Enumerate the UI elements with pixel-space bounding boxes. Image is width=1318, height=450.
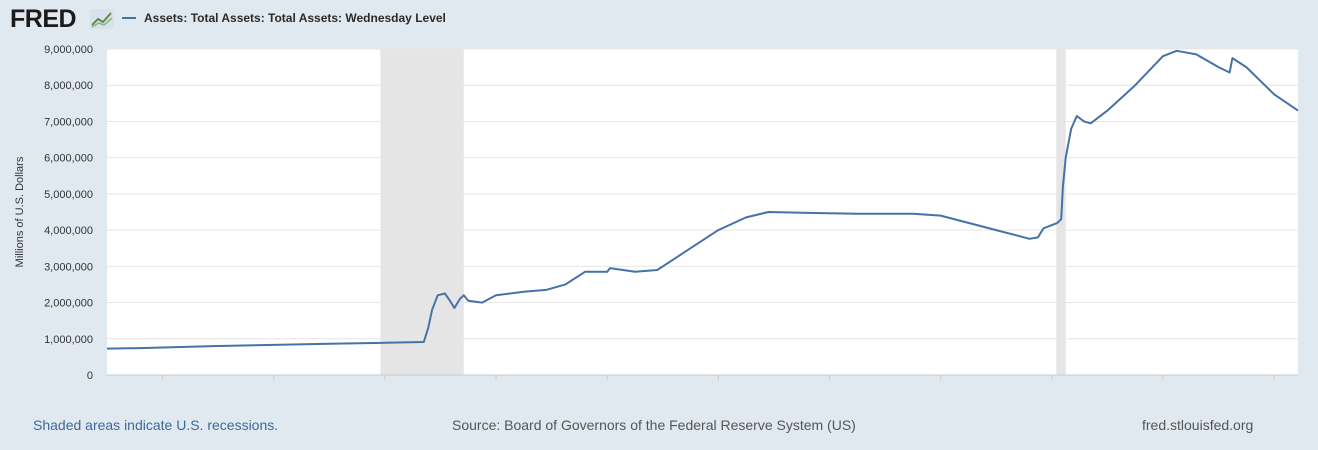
legend-label: Assets: Total Assets: Total Assets: Wedn… xyxy=(144,11,446,25)
y-tick-label: 5,000,000 xyxy=(44,189,93,201)
y-tick-label: 1,000,000 xyxy=(44,334,93,346)
site-link[interactable]: fred.stlouisfed.org xyxy=(1142,417,1254,433)
legend[interactable]: Assets: Total Assets: Total Assets: Wedn… xyxy=(122,11,446,25)
y-tick-label: 9,000,000 xyxy=(44,44,93,56)
plot-area xyxy=(107,49,1298,375)
y-tick-label: 2,000,000 xyxy=(44,298,93,310)
series-line xyxy=(106,49,1299,350)
fred-logo[interactable]: FRED xyxy=(10,5,77,33)
recession-band xyxy=(380,49,464,375)
legend-swatch xyxy=(122,17,136,19)
y-tick-label: 3,000,000 xyxy=(44,261,93,273)
recession-note[interactable]: Shaded areas indicate U.S. recessions. xyxy=(33,417,279,433)
y-tick-label: 4,000,000 xyxy=(44,225,93,237)
y-tick-label: 6,000,000 xyxy=(44,153,93,165)
source-note: Source: Board of Governors of the Federa… xyxy=(452,417,856,433)
line-chart[interactable]: 0 1,000,000 2,000,000 3,000,000 4,000,000 5,0… xyxy=(0,36,1318,386)
y-tick-label: 7,000,000 xyxy=(44,116,93,128)
y-axis-title: Millions of U.S. Dollars xyxy=(14,156,26,267)
y-tick-label: 0 xyxy=(87,370,93,382)
chart-header: FRED Assets: Total Assets: Total Assets:… xyxy=(0,0,1318,40)
y-tick-label: 8,000,000 xyxy=(44,80,93,92)
chart-line-icon xyxy=(90,9,114,29)
